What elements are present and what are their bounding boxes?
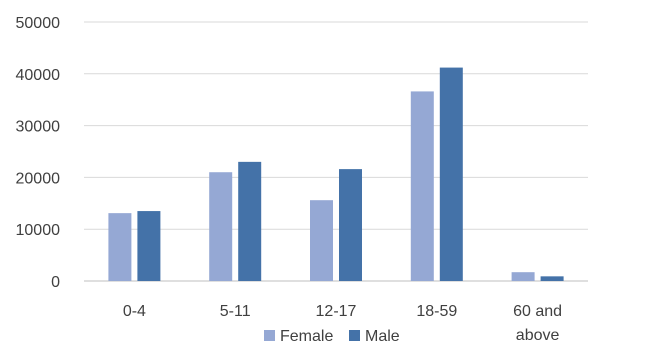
gridlines: [84, 21, 588, 282]
y-tick-label: 40000: [16, 67, 61, 84]
bar-male-1: [238, 161, 262, 281]
x-tick-label: 12-17: [316, 303, 357, 320]
y-tick-label: 50000: [16, 15, 61, 32]
y-tick-label: 0: [51, 274, 60, 291]
bar-female-2: [310, 200, 333, 281]
bar-male-3: [439, 67, 463, 281]
bar-female-3: [410, 91, 434, 281]
legend-swatch-female: [264, 330, 275, 341]
y-tick-label: 10000: [16, 222, 61, 239]
bar-male-0: [137, 211, 161, 281]
x-tick-label: 60 and: [513, 303, 562, 320]
bar-female-4: [511, 272, 535, 281]
x-axis-ticks: 0-4 5-11 12-17 18-59 60 and above: [123, 303, 562, 344]
y-axis-ticks: 0 10000 20000 30000 40000 50000: [16, 15, 61, 291]
x-tick-label: 0-4: [123, 303, 146, 320]
bar-female-1: [209, 172, 233, 281]
legend-label-male: Male: [365, 328, 400, 345]
bar-female-0: [108, 213, 132, 281]
bar-male-2: [339, 169, 362, 281]
x-tick-label: 18-59: [416, 303, 457, 320]
legend-swatch-male: [349, 330, 360, 341]
legend-label-female: Female: [280, 328, 333, 345]
y-tick-label: 20000: [16, 170, 61, 187]
bar-male-4: [540, 276, 564, 281]
x-tick-label: above: [516, 327, 560, 344]
bars: [108, 67, 564, 281]
y-tick-label: 30000: [16, 119, 61, 136]
x-tick-label: 5-11: [220, 303, 251, 320]
legend: Female Male: [264, 328, 400, 345]
